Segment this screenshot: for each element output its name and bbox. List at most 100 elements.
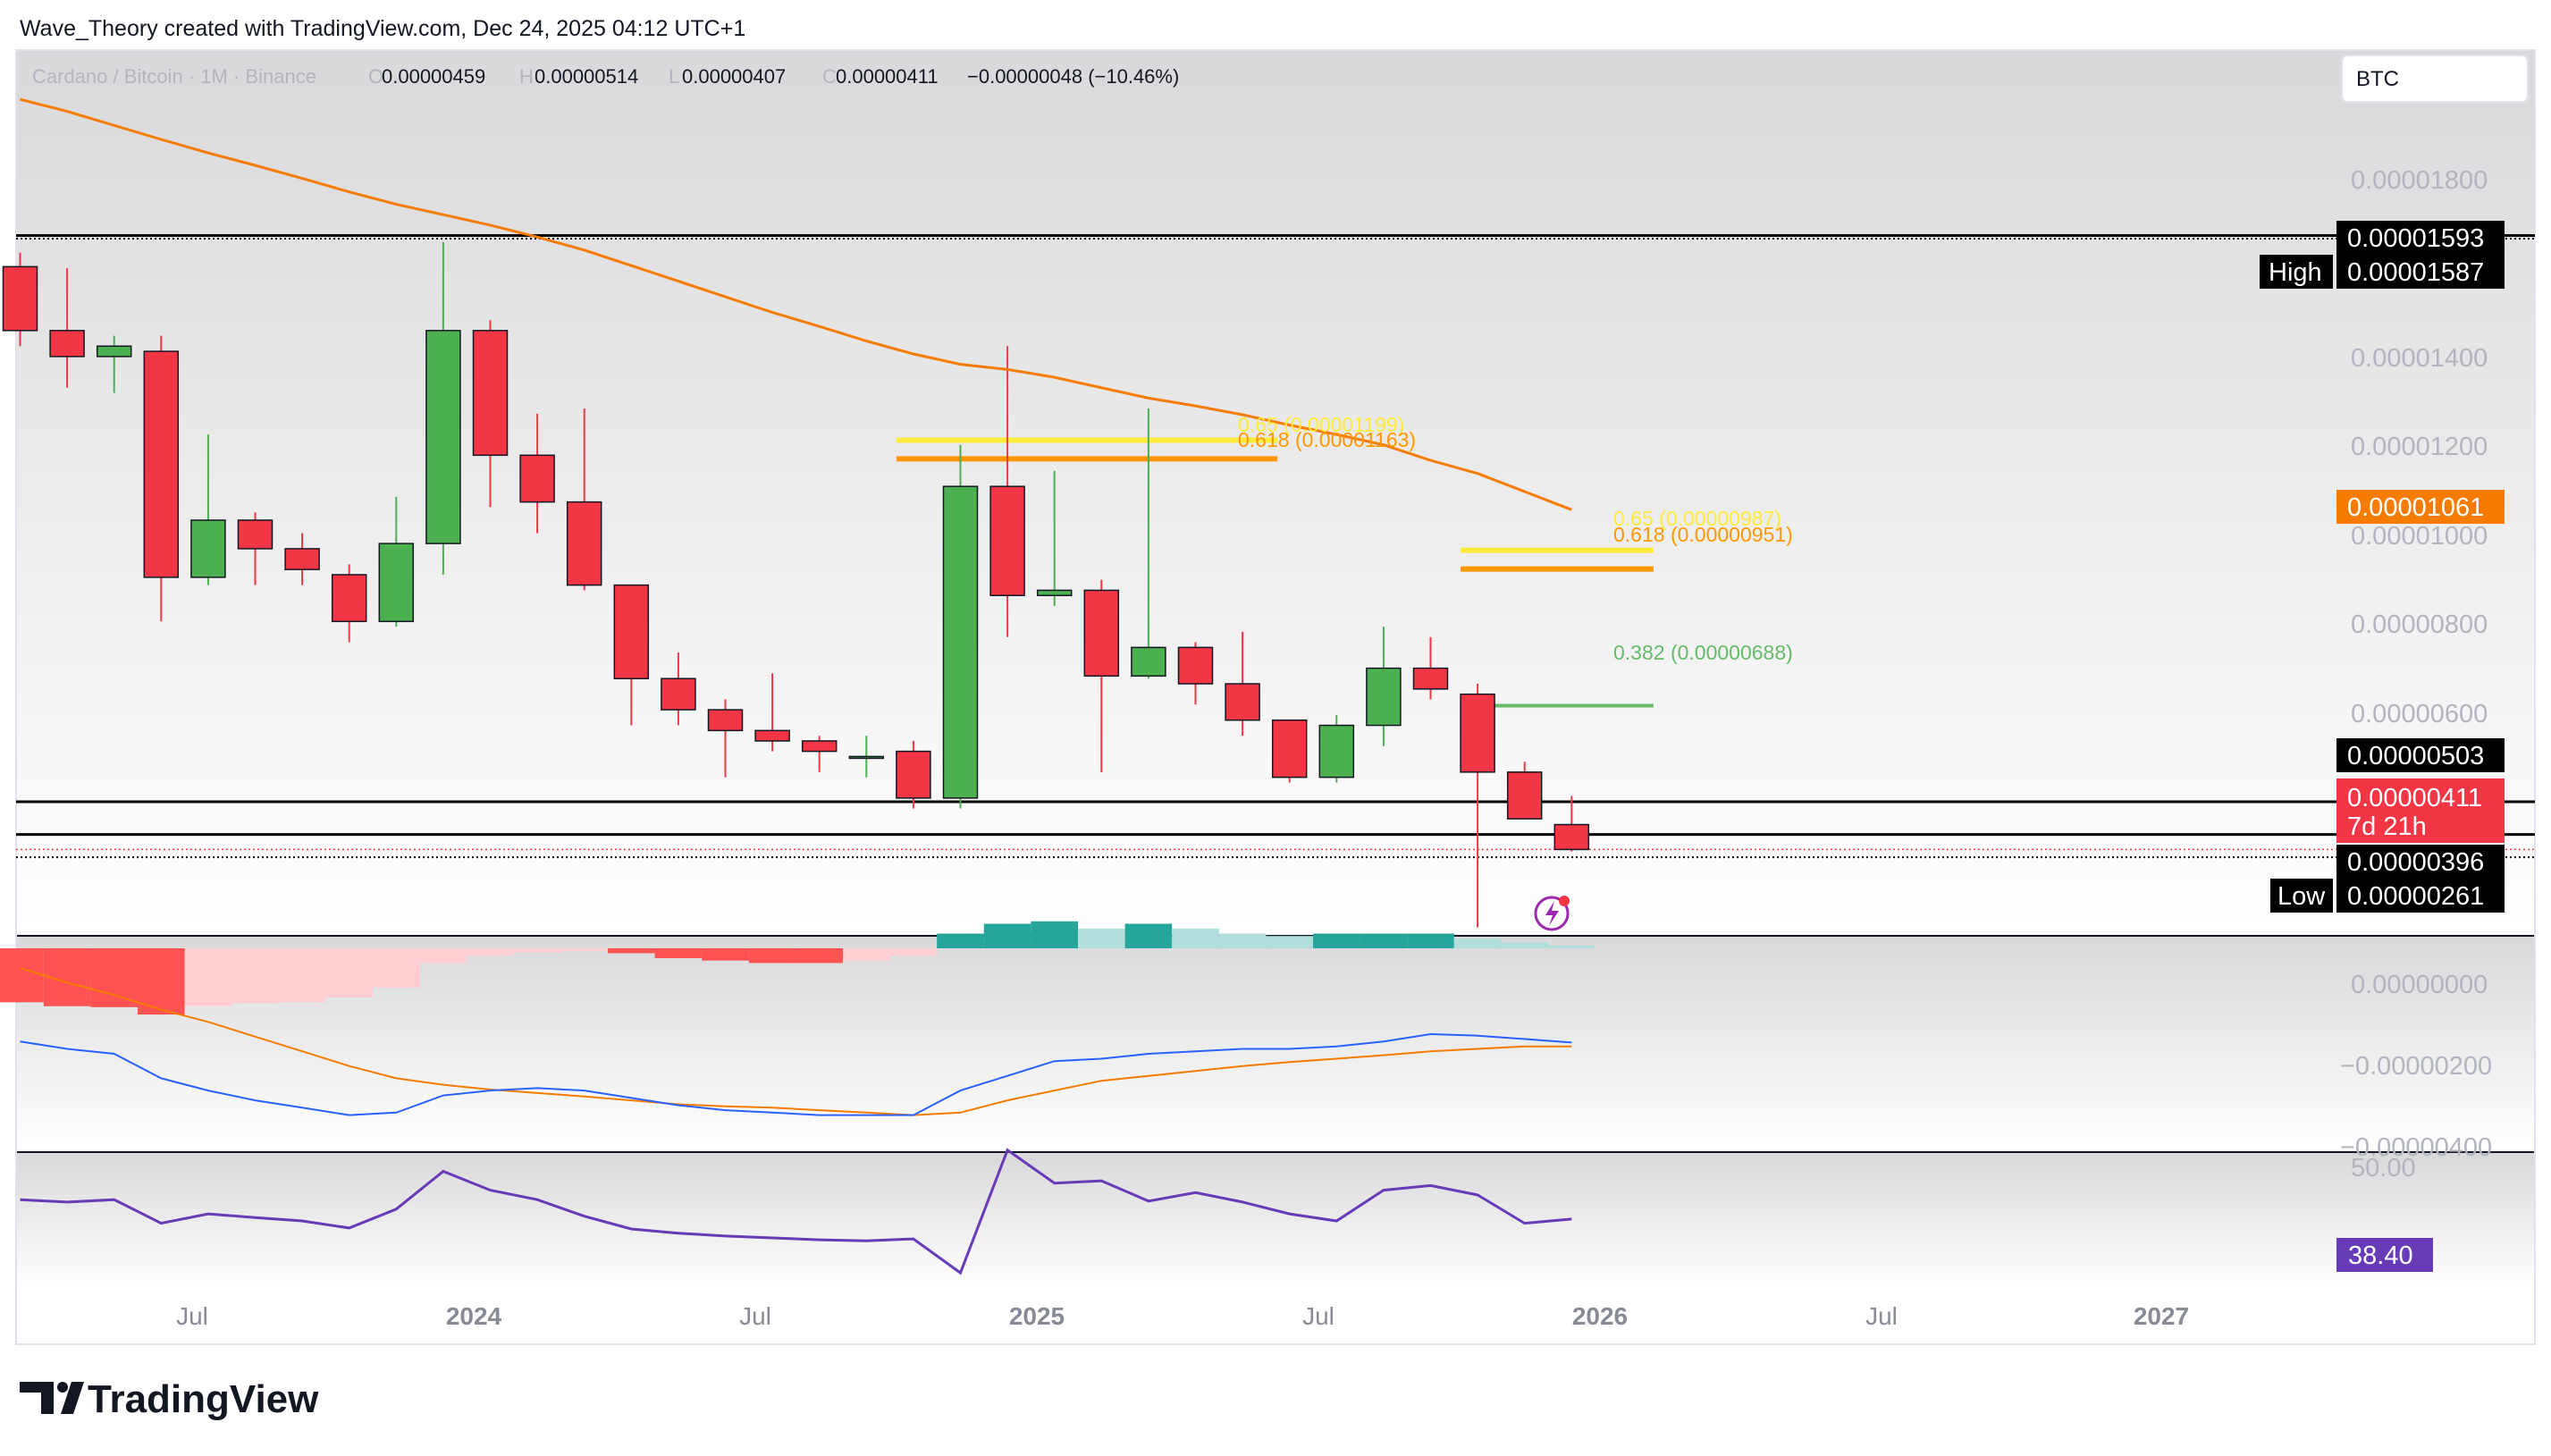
rsi-value: 38.40 <box>2348 1241 2413 1270</box>
candle <box>519 413 555 534</box>
symbol-title[interactable]: Cardano / Bitcoin · 1M · Binance <box>32 65 316 88</box>
tradingview-logo-text: TradingView <box>88 1377 319 1421</box>
currency-button[interactable]: BTC <box>2341 55 2529 103</box>
lower-line-value: 0.00000396 <box>2347 848 2484 877</box>
candle <box>848 736 885 778</box>
ema-line[interactable] <box>20 97 1572 511</box>
time-axis-label: 2025 <box>1009 1302 1065 1330</box>
upper-line-tag: 0.00001593 <box>2336 221 2505 255</box>
candle-body <box>1225 683 1260 721</box>
price-tags[interactable]: 0.00001593 High 0.00001587 0.00001061 0.… <box>2260 221 2505 1272</box>
macd-axis[interactable]: 0.00000000 −0.00000200 −0.00000400 <box>2340 971 2492 1162</box>
candle <box>1460 684 1495 928</box>
macd-histogram-bar <box>1407 933 1454 948</box>
candle-body <box>378 543 415 623</box>
macd-histogram-bar <box>1453 938 1502 948</box>
candle <box>49 268 85 388</box>
candle <box>1083 579 1120 772</box>
candle <box>425 242 461 575</box>
candle-body <box>1271 719 1308 778</box>
candlesticks[interactable] <box>2 242 1590 928</box>
macd-histogram-bar <box>419 947 467 964</box>
time-axis-label: Jul <box>1865 1302 1898 1330</box>
time-axis-label: Jul <box>1302 1302 1334 1330</box>
low-tag: Low 0.00000261 <box>2270 879 2505 913</box>
rsi-indicator[interactable] <box>20 1148 1572 1275</box>
candle <box>896 740 931 809</box>
candle-body <box>96 345 132 358</box>
candle <box>472 320 509 508</box>
price-axis-label: 0.00001000 <box>2351 522 2488 551</box>
macd-histogram-bar <box>1172 929 1219 948</box>
candle <box>1177 642 1214 705</box>
fib-label: 0.65 (0.00001199) <box>1238 413 1404 436</box>
candle <box>1412 636 1449 700</box>
macd-axis-label: −0.00000400 <box>2340 1133 2492 1162</box>
candle <box>143 335 180 622</box>
macd-indicator[interactable] <box>0 921 1595 1116</box>
time-axis-label: Jul <box>739 1302 771 1330</box>
macd-line <box>20 1032 1572 1116</box>
candle-body <box>1366 667 1402 727</box>
horizontal-levels[interactable] <box>16 233 2535 859</box>
macd-histogram-bar <box>748 947 796 964</box>
attribution-text: Wave_Theory created with TradingView.com… <box>20 16 745 41</box>
rsi-pane[interactable] <box>16 1153 2535 1287</box>
candle-body <box>801 740 838 753</box>
rsi-line <box>20 1148 1572 1275</box>
macd-histogram-bar <box>1313 933 1360 948</box>
macd-histogram-bar <box>278 947 326 1003</box>
last-price-tag: 0.00000411 7d 21h <box>2336 778 2505 843</box>
candle-body <box>143 350 180 578</box>
candle <box>942 444 979 809</box>
ohlc-values: O0.00000459 H0.00000514 L 0.00000407 C0.0… <box>368 65 1179 88</box>
candle-body <box>1460 693 1495 773</box>
alert-icon[interactable] <box>1534 896 1570 931</box>
candle-body <box>566 501 602 586</box>
candle-body <box>190 519 226 578</box>
candle <box>190 434 226 585</box>
candle-body <box>848 755 885 760</box>
candle <box>613 584 650 726</box>
fib-label: 0.618 (0.00000951) <box>1613 523 1793 546</box>
candle-body <box>1412 667 1449 690</box>
last-price-value: 0.00000411 <box>2347 784 2482 812</box>
fib-label: 0.382 (0.00000688) <box>1613 641 1793 664</box>
candle-body <box>942 485 979 799</box>
macd-pane[interactable] <box>16 937 2535 1149</box>
low-value: 0.00000261 <box>2347 882 2484 911</box>
support-tag: 0.00000503 <box>2336 738 2505 772</box>
candle-body <box>1177 646 1214 685</box>
macd-histogram-bar <box>467 947 514 956</box>
rsi-axis[interactable]: 50.00 <box>2351 1154 2416 1182</box>
macd-histogram-bar <box>1501 942 1548 948</box>
macd-histogram-bar <box>1124 923 1173 948</box>
candle-body <box>1318 724 1355 778</box>
candle <box>237 512 274 585</box>
macd-histogram-bar <box>138 947 185 1015</box>
price-axis[interactable]: 0.00001800 0.00001400 0.00001200 0.00001… <box>2351 166 2488 728</box>
candle-body <box>472 330 509 457</box>
candle <box>566 408 602 591</box>
macd-histogram-bar <box>608 947 655 954</box>
candle <box>284 533 320 585</box>
candle-body <box>707 709 744 732</box>
lower-line-tag: 0.00000396 <box>2336 845 2505 879</box>
candle <box>754 673 790 752</box>
ema-value: 0.00001061 <box>2347 493 2484 522</box>
price-axis-label: 0.00001800 <box>2351 166 2488 195</box>
tradingview-logo[interactable]: TradingView <box>20 1377 319 1421</box>
candle-body <box>1036 589 1073 596</box>
time-axis[interactable]: Jul 2024 Jul 2025 Jul 2026 Jul 2027 <box>176 1302 2189 1330</box>
candle-body <box>896 750 931 799</box>
candle <box>1271 719 1308 783</box>
candle-body <box>1506 771 1543 820</box>
candle-body <box>519 454 555 503</box>
candle-body <box>989 485 1025 596</box>
macd-histogram-bar <box>90 947 138 1007</box>
price-axis-label: 0.00001200 <box>2351 433 2488 461</box>
candle <box>2 252 38 347</box>
macd-histogram-bar <box>702 947 749 961</box>
